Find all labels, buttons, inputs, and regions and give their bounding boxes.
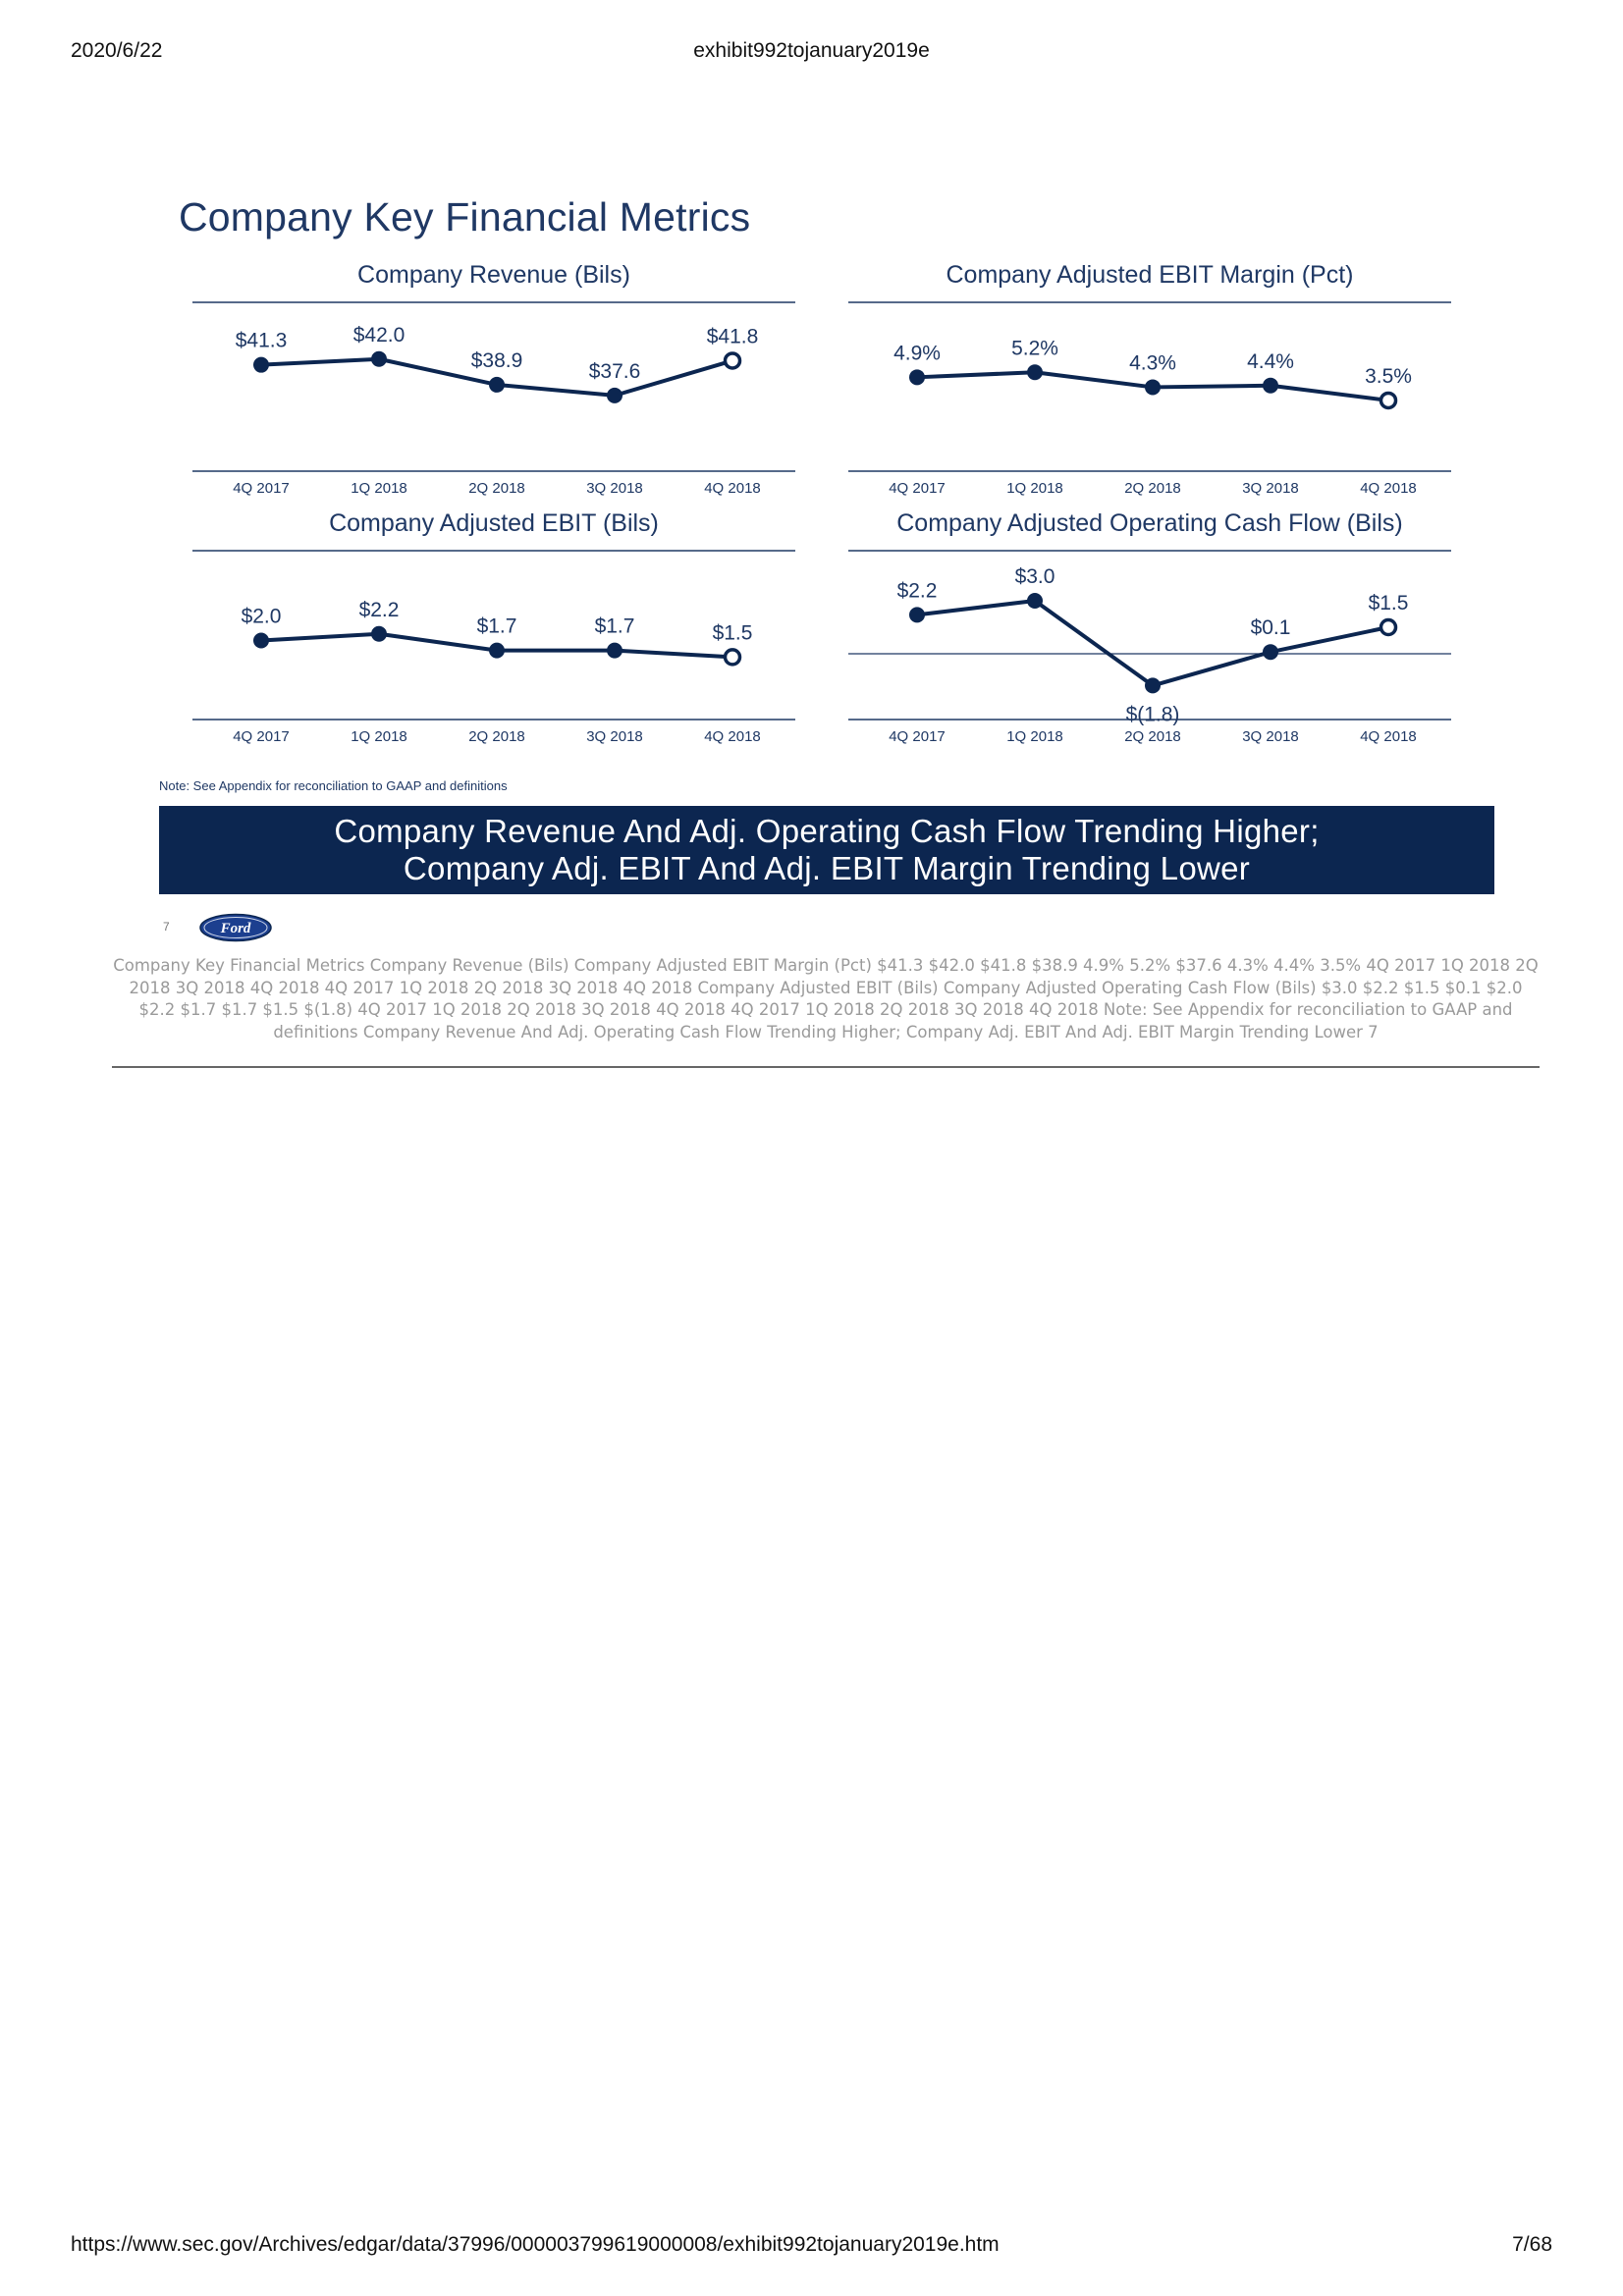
slide-title: Company Key Financial Metrics — [179, 194, 751, 240]
x-tick-label: 2Q 2018 — [1124, 480, 1181, 497]
data-point — [253, 356, 269, 373]
data-point — [909, 607, 925, 623]
ebit-margin-chart: Company Adjusted EBIT Margin (Pct) 4.9% 4Q… — [848, 257, 1451, 509]
data-label: $37.6 — [589, 360, 641, 383]
data-label: $42.0 — [353, 324, 406, 347]
data-point — [253, 632, 269, 649]
data-point — [1379, 391, 1398, 410]
data-point — [489, 376, 505, 393]
operating-cash-flow-chart: Company Adjusted Operating Cash Flow (Bi… — [848, 506, 1451, 758]
x-tick-label: 3Q 2018 — [586, 480, 643, 497]
data-label: $1.5 — [1369, 592, 1409, 614]
divider-rule — [112, 1066, 1540, 1068]
x-tick-label: 4Q 2017 — [233, 728, 290, 745]
x-tick-label: 4Q 2018 — [704, 480, 761, 497]
summary-banner: Company Revenue And Adj. Operating Cash … — [159, 806, 1494, 894]
revenue-chart: Company Revenue (Bils) $41.3 4Q 2017 $42.0 1… — [192, 257, 795, 509]
data-point — [607, 387, 622, 403]
data-label: $41.8 — [707, 325, 759, 347]
data-point — [1027, 364, 1043, 381]
document-title: exhibit992tojanuary2019e — [693, 39, 930, 62]
chart-svg: Company Revenue (Bils) $41.3 4Q 2017 $42.0 1… — [192, 261, 795, 497]
x-tick-label: 1Q 2018 — [351, 728, 407, 745]
data-point — [1027, 593, 1043, 609]
gaap-note: Note: See Appendix for reconciliation to… — [159, 778, 508, 793]
data-label: 4.3% — [1129, 351, 1176, 374]
data-label: $2.2 — [897, 579, 938, 602]
chart-svg: Company Adjusted Operating Cash Flow (Bi… — [848, 509, 1451, 745]
image-alt-text: Company Key Financial Metrics Company Re… — [113, 956, 1539, 1041]
x-tick-label: 2Q 2018 — [468, 728, 525, 745]
data-label: $0.1 — [1251, 616, 1291, 639]
banner-line-1: Company Revenue And Adj. Operating Cash … — [334, 813, 1320, 849]
ford-logo-icon: Ford — [199, 913, 272, 947]
x-tick-label: 1Q 2018 — [1006, 728, 1063, 745]
data-point — [607, 642, 622, 659]
x-tick-label: 3Q 2018 — [1242, 728, 1299, 745]
data-point — [1379, 617, 1398, 637]
chart-svg: Company Adjusted EBIT Margin (Pct) 4.9% 4Q… — [848, 261, 1451, 497]
data-label: $2.2 — [359, 599, 400, 621]
slide-page-number: 7 — [163, 920, 170, 934]
chart-svg: Company Adjusted EBIT (Bils) $2.0 4Q 2017 $… — [192, 509, 795, 745]
x-tick-label: 4Q 2018 — [1360, 480, 1417, 497]
x-tick-label: 1Q 2018 — [1006, 480, 1063, 497]
x-tick-label: 4Q 2018 — [1360, 728, 1417, 745]
data-label: $38.9 — [471, 349, 523, 372]
data-label: $41.3 — [236, 330, 288, 352]
data-label: $(1.8) — [1126, 703, 1180, 725]
banner-line-2: Company Adj. EBIT And Adj. EBIT Margin T… — [403, 850, 1251, 886]
data-label: $1.7 — [477, 615, 517, 638]
x-tick-label: 4Q 2017 — [889, 480, 946, 497]
data-point — [1145, 677, 1161, 694]
chart-title: Company Revenue (Bils) — [357, 261, 630, 289]
data-label: $3.0 — [1015, 565, 1055, 588]
x-tick-label: 2Q 2018 — [1124, 728, 1181, 745]
data-label: 3.5% — [1365, 365, 1412, 388]
data-point — [723, 351, 742, 370]
chart-title: Company Adjusted Operating Cash Flow (Bi… — [896, 509, 1403, 537]
data-label: 4.9% — [893, 342, 941, 364]
data-label: 5.2% — [1011, 337, 1058, 359]
data-label: $1.7 — [595, 615, 635, 638]
data-point — [489, 642, 505, 659]
data-point — [1263, 644, 1278, 661]
series-line — [916, 599, 1389, 688]
svg-text:Ford: Ford — [220, 921, 251, 936]
data-point — [371, 625, 387, 642]
chart-title: Company Adjusted EBIT Margin (Pct) — [947, 261, 1354, 289]
footer-url[interactable]: https://www.sec.gov/Archives/edgar/data/… — [71, 2233, 1000, 2256]
data-point — [371, 350, 387, 367]
x-tick-label: 1Q 2018 — [351, 480, 407, 497]
footer-page-count: 7/68 — [1512, 2233, 1552, 2256]
x-tick-label: 4Q 2017 — [889, 728, 946, 745]
data-point — [723, 648, 742, 667]
x-tick-label: 4Q 2018 — [704, 728, 761, 745]
chart-title: Company Adjusted EBIT (Bils) — [329, 509, 659, 537]
data-point — [1263, 377, 1278, 394]
x-tick-label: 2Q 2018 — [468, 480, 525, 497]
data-point — [909, 369, 925, 386]
adjusted-ebit-chart: Company Adjusted EBIT (Bils) $2.0 4Q 2017 $… — [192, 506, 795, 758]
data-label: $1.5 — [713, 621, 753, 644]
data-label: $2.0 — [242, 606, 282, 628]
x-tick-label: 4Q 2017 — [233, 480, 290, 497]
data-point — [1145, 379, 1161, 396]
x-tick-label: 3Q 2018 — [586, 728, 643, 745]
data-label: 4.4% — [1247, 350, 1294, 373]
x-tick-label: 3Q 2018 — [1242, 480, 1299, 497]
print-date: 2020/6/22 — [71, 39, 163, 62]
